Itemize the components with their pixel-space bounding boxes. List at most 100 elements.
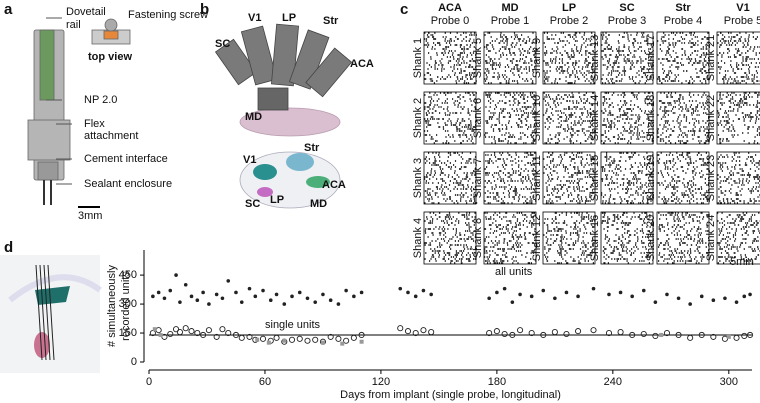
point <box>327 333 334 340</box>
point <box>487 296 491 301</box>
panel-label: b <box>200 1 209 18</box>
point <box>652 332 659 339</box>
raster <box>484 92 537 144</box>
point <box>282 302 287 306</box>
point <box>152 327 157 332</box>
x-tick-label: 60 <box>259 376 271 388</box>
region-label: Str <box>675 2 691 14</box>
shank-label: Shank 20 <box>645 215 657 261</box>
point <box>618 290 623 295</box>
point <box>232 331 240 339</box>
raster <box>601 212 654 264</box>
point <box>575 328 582 335</box>
point <box>551 329 558 336</box>
label: 3mm <box>78 210 102 222</box>
shank-label: Shank 12 <box>531 215 543 261</box>
brain-render <box>0 255 102 373</box>
probe-fan <box>214 23 353 209</box>
point <box>173 326 180 333</box>
point <box>313 300 318 304</box>
region-label: LP <box>282 12 296 24</box>
point <box>290 294 294 299</box>
point <box>343 337 350 344</box>
point <box>641 288 646 293</box>
shank-label: Shank 14 <box>589 95 601 141</box>
point <box>155 327 162 334</box>
raster-frame <box>483 211 537 265</box>
raster <box>717 212 760 264</box>
raster <box>484 32 538 84</box>
shank-label: Shank 22 <box>705 95 717 141</box>
raster <box>424 32 477 84</box>
raster <box>543 212 597 264</box>
point <box>282 338 287 343</box>
point <box>296 335 303 342</box>
raster-frame <box>656 211 710 265</box>
point <box>219 326 226 333</box>
point <box>359 290 364 295</box>
point <box>529 294 534 299</box>
raster <box>601 92 655 144</box>
point <box>590 327 597 334</box>
point <box>195 298 200 303</box>
point <box>591 286 596 291</box>
point <box>255 337 260 342</box>
region-label: V1 <box>736 2 749 14</box>
point <box>723 296 727 301</box>
raster <box>543 152 596 204</box>
point <box>288 336 296 343</box>
shank-label: Shank 23 <box>705 155 717 201</box>
shank-label: Shank 6 <box>472 98 484 138</box>
probe-drawing <box>27 18 131 205</box>
point <box>518 292 522 297</box>
point <box>397 325 404 332</box>
label: Flex <box>84 118 105 130</box>
point <box>617 329 624 336</box>
point <box>226 279 231 283</box>
point <box>733 334 740 341</box>
point <box>328 298 333 303</box>
point <box>178 300 182 304</box>
point <box>220 296 225 301</box>
point <box>188 328 195 335</box>
point <box>404 328 412 335</box>
point <box>563 330 570 338</box>
point <box>162 296 167 301</box>
series-annotation: all units <box>495 266 533 278</box>
raster <box>657 92 711 144</box>
point <box>273 334 280 341</box>
point <box>663 329 671 337</box>
shank-label: Shank 9 <box>531 38 543 78</box>
point <box>200 331 207 339</box>
point <box>553 296 557 301</box>
raster <box>424 152 478 204</box>
point <box>156 290 161 295</box>
label: Cement interface <box>84 153 168 165</box>
point <box>665 292 669 297</box>
point <box>564 290 569 295</box>
region-label: ACA <box>322 179 346 191</box>
raster-frame <box>542 91 596 145</box>
scale-label: 5min <box>730 256 754 268</box>
point <box>607 292 611 297</box>
point <box>340 341 345 346</box>
point <box>182 325 189 332</box>
region-label: SC <box>245 198 260 210</box>
point <box>320 340 325 345</box>
point <box>699 294 704 299</box>
point <box>247 286 252 291</box>
point <box>246 333 253 340</box>
point <box>352 294 356 299</box>
region-label: MD <box>245 111 262 123</box>
shank-label: Shank 5 <box>472 38 484 78</box>
shank-label: Shank 7 <box>472 158 484 198</box>
point <box>711 298 716 303</box>
point <box>304 337 311 344</box>
raster <box>657 32 711 84</box>
point <box>747 331 754 339</box>
point <box>189 294 194 299</box>
point <box>305 296 310 301</box>
point <box>321 292 325 297</box>
